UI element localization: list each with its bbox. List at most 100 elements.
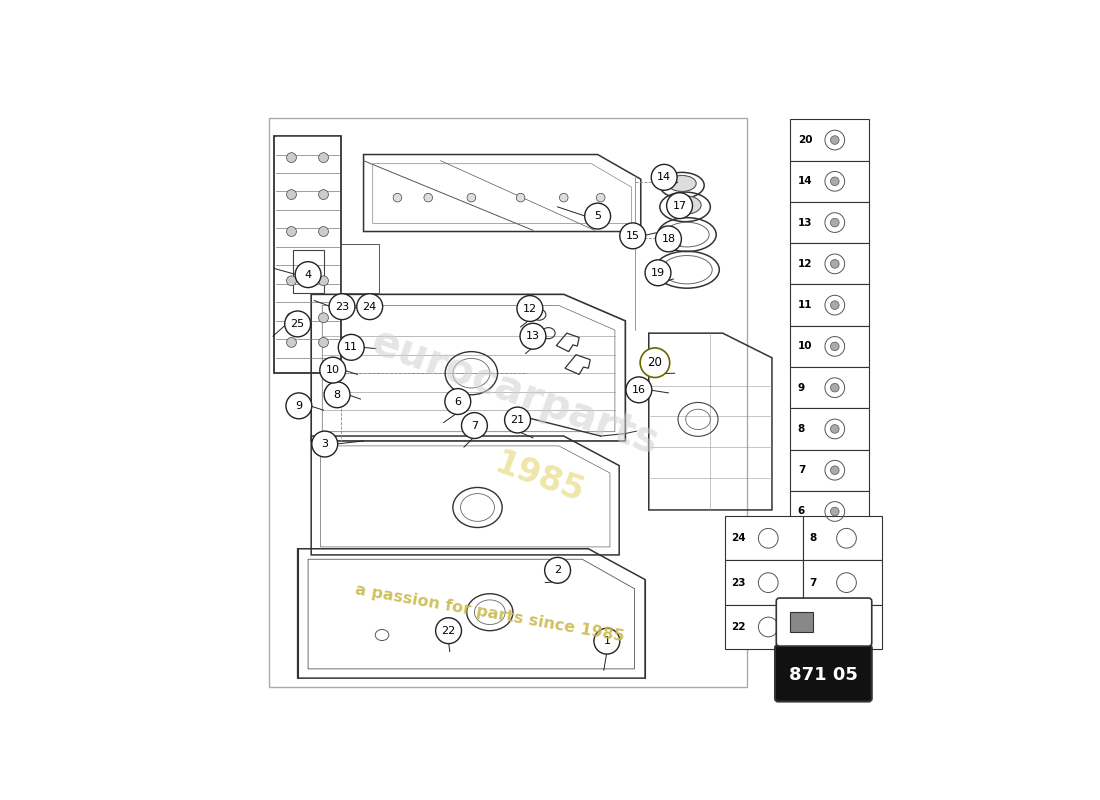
Circle shape [319, 190, 329, 199]
Circle shape [619, 223, 646, 249]
Text: 1985: 1985 [490, 446, 588, 510]
Circle shape [295, 262, 321, 287]
Bar [725, 605, 803, 649]
Circle shape [339, 334, 364, 360]
Text: 12: 12 [798, 259, 812, 269]
Circle shape [286, 313, 296, 322]
Bar [791, 491, 869, 532]
Circle shape [286, 338, 296, 347]
Text: 20: 20 [648, 356, 662, 370]
Text: 22: 22 [441, 626, 455, 636]
Text: 6: 6 [454, 397, 461, 406]
Circle shape [830, 383, 839, 392]
Bar [791, 243, 869, 285]
Circle shape [286, 393, 311, 418]
Text: 9: 9 [295, 401, 302, 411]
Circle shape [436, 618, 462, 644]
Circle shape [830, 425, 839, 434]
Text: 1: 1 [604, 636, 611, 646]
Circle shape [286, 276, 296, 286]
Bar [725, 561, 803, 605]
Text: 19: 19 [651, 268, 666, 278]
Circle shape [594, 628, 619, 654]
Text: 20: 20 [798, 135, 812, 145]
Circle shape [520, 323, 546, 349]
Bar [803, 605, 881, 649]
Ellipse shape [669, 196, 701, 214]
Bar [791, 119, 869, 161]
Bar [803, 561, 881, 605]
Circle shape [319, 338, 329, 347]
Bar [791, 367, 869, 408]
Circle shape [830, 259, 839, 268]
Text: 7: 7 [810, 578, 817, 588]
Text: a passion for parts since 1985: a passion for parts since 1985 [354, 582, 626, 645]
Bar [803, 516, 881, 561]
Text: 6: 6 [798, 506, 805, 517]
Text: 14: 14 [657, 172, 671, 182]
Circle shape [311, 431, 338, 457]
Text: eurocarparts: eurocarparts [365, 320, 664, 463]
Text: 7: 7 [798, 466, 805, 475]
Text: 24: 24 [732, 534, 746, 543]
Text: 22: 22 [732, 622, 746, 632]
Text: 10: 10 [326, 365, 340, 375]
Text: 7: 7 [471, 421, 478, 430]
Circle shape [319, 153, 329, 162]
Circle shape [286, 190, 296, 199]
Circle shape [462, 413, 487, 438]
Text: 17: 17 [672, 201, 686, 210]
Circle shape [596, 194, 605, 202]
Text: 16: 16 [631, 385, 646, 395]
Circle shape [329, 294, 355, 320]
Circle shape [424, 194, 432, 202]
Circle shape [517, 295, 542, 322]
Circle shape [656, 226, 681, 252]
Circle shape [320, 357, 345, 383]
Circle shape [830, 342, 839, 350]
Text: 14: 14 [798, 176, 813, 186]
Text: 23: 23 [334, 302, 349, 312]
Text: 23: 23 [732, 578, 746, 588]
Text: 8: 8 [333, 390, 341, 400]
Circle shape [667, 193, 693, 218]
Circle shape [830, 507, 839, 516]
Text: 13: 13 [526, 331, 540, 342]
Text: 8: 8 [798, 424, 805, 434]
Circle shape [626, 377, 652, 402]
Text: 5: 5 [594, 211, 601, 221]
Circle shape [651, 164, 678, 190]
Text: 15: 15 [626, 231, 640, 241]
Circle shape [468, 194, 475, 202]
Circle shape [356, 294, 383, 320]
Circle shape [286, 153, 296, 162]
Circle shape [286, 226, 296, 237]
Bar [791, 161, 869, 202]
Circle shape [505, 407, 530, 433]
Circle shape [319, 276, 329, 286]
Circle shape [830, 466, 839, 474]
Bar [791, 408, 869, 450]
Text: 3: 3 [321, 439, 328, 449]
Text: 871 05: 871 05 [790, 666, 858, 684]
Bar [791, 285, 869, 326]
Circle shape [830, 218, 839, 227]
Text: 18: 18 [661, 234, 675, 244]
Text: 10: 10 [798, 342, 812, 351]
Bar [791, 450, 869, 491]
Bar [725, 516, 803, 561]
Circle shape [560, 194, 568, 202]
Text: 24: 24 [363, 302, 377, 312]
Text: 4: 4 [305, 270, 311, 280]
Text: 6: 6 [810, 622, 817, 632]
Text: 25: 25 [290, 319, 305, 329]
Text: 21: 21 [510, 415, 525, 425]
Circle shape [319, 313, 329, 322]
Text: 11: 11 [798, 300, 812, 310]
Circle shape [585, 203, 611, 229]
Circle shape [324, 382, 350, 408]
Circle shape [830, 177, 839, 186]
Text: 12: 12 [522, 303, 537, 314]
FancyBboxPatch shape [270, 118, 747, 687]
Ellipse shape [668, 175, 696, 191]
